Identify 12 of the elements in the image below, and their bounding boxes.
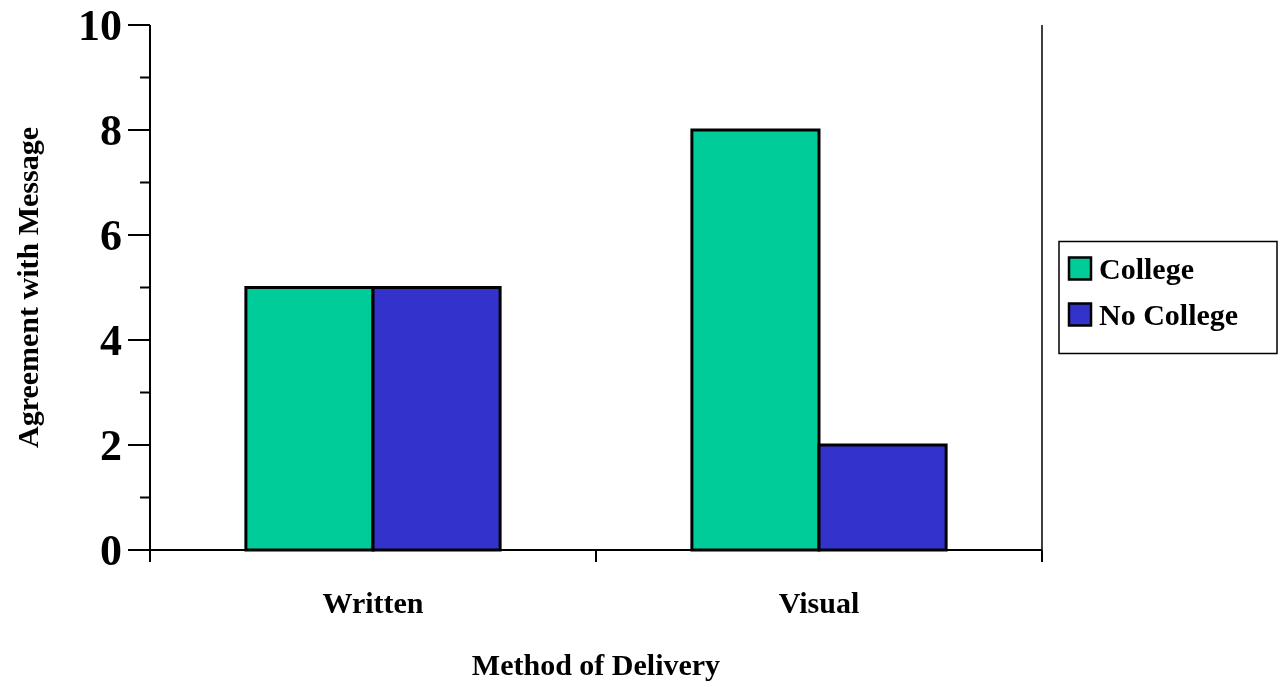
x-axis-title: Method of Delivery xyxy=(471,648,721,681)
x-tick-label: Visual xyxy=(778,586,860,619)
y-tick-label: 2 xyxy=(100,421,122,471)
y-tick-label: 6 xyxy=(100,211,122,261)
y-tick-label: 4 xyxy=(100,316,122,366)
y-tick-label: 0 xyxy=(100,526,122,576)
legend-label: No College xyxy=(1099,298,1239,331)
x-tick-label: Written xyxy=(322,586,424,619)
y-tick-label: 8 xyxy=(100,106,122,156)
legend-label: College xyxy=(1099,252,1194,285)
y-axis-title: Agreement with Message xyxy=(11,126,44,449)
y-tick-label: 10 xyxy=(78,1,122,51)
